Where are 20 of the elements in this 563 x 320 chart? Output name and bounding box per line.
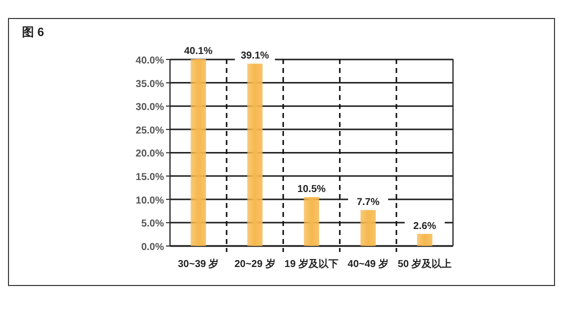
y-tick-label: 30.0% (136, 102, 164, 114)
y-tick-label: 10.0% (136, 195, 164, 206)
data-label: 7.7% (356, 197, 380, 208)
data-label: 10.5% (297, 184, 326, 196)
x-tick-label: 20~29 岁 (234, 258, 276, 270)
y-tick-label: 25.0% (136, 125, 164, 136)
y-tick-label: 0.0% (141, 242, 164, 253)
y-tick-label: 5.0% (141, 218, 164, 230)
x-tick-label: 30~39 岁 (178, 258, 219, 270)
x-tick-label: 50 岁及以上 (398, 258, 452, 270)
y-tick-label: 40.0% (136, 55, 164, 66)
data-label: 2.6% (413, 220, 436, 232)
data-label: 39.1% (240, 50, 270, 62)
x-tick-label: 40~49 岁 (348, 258, 389, 270)
y-tick-label: 15.0% (136, 172, 164, 184)
y-tick-label: 20.0% (136, 148, 164, 160)
x-tick-label: 19 岁及以下 (284, 258, 338, 270)
y-tick-label: 35.0% (136, 78, 164, 90)
text: 图 6 (22, 25, 44, 39)
data-label: 40.1% (184, 46, 213, 57)
